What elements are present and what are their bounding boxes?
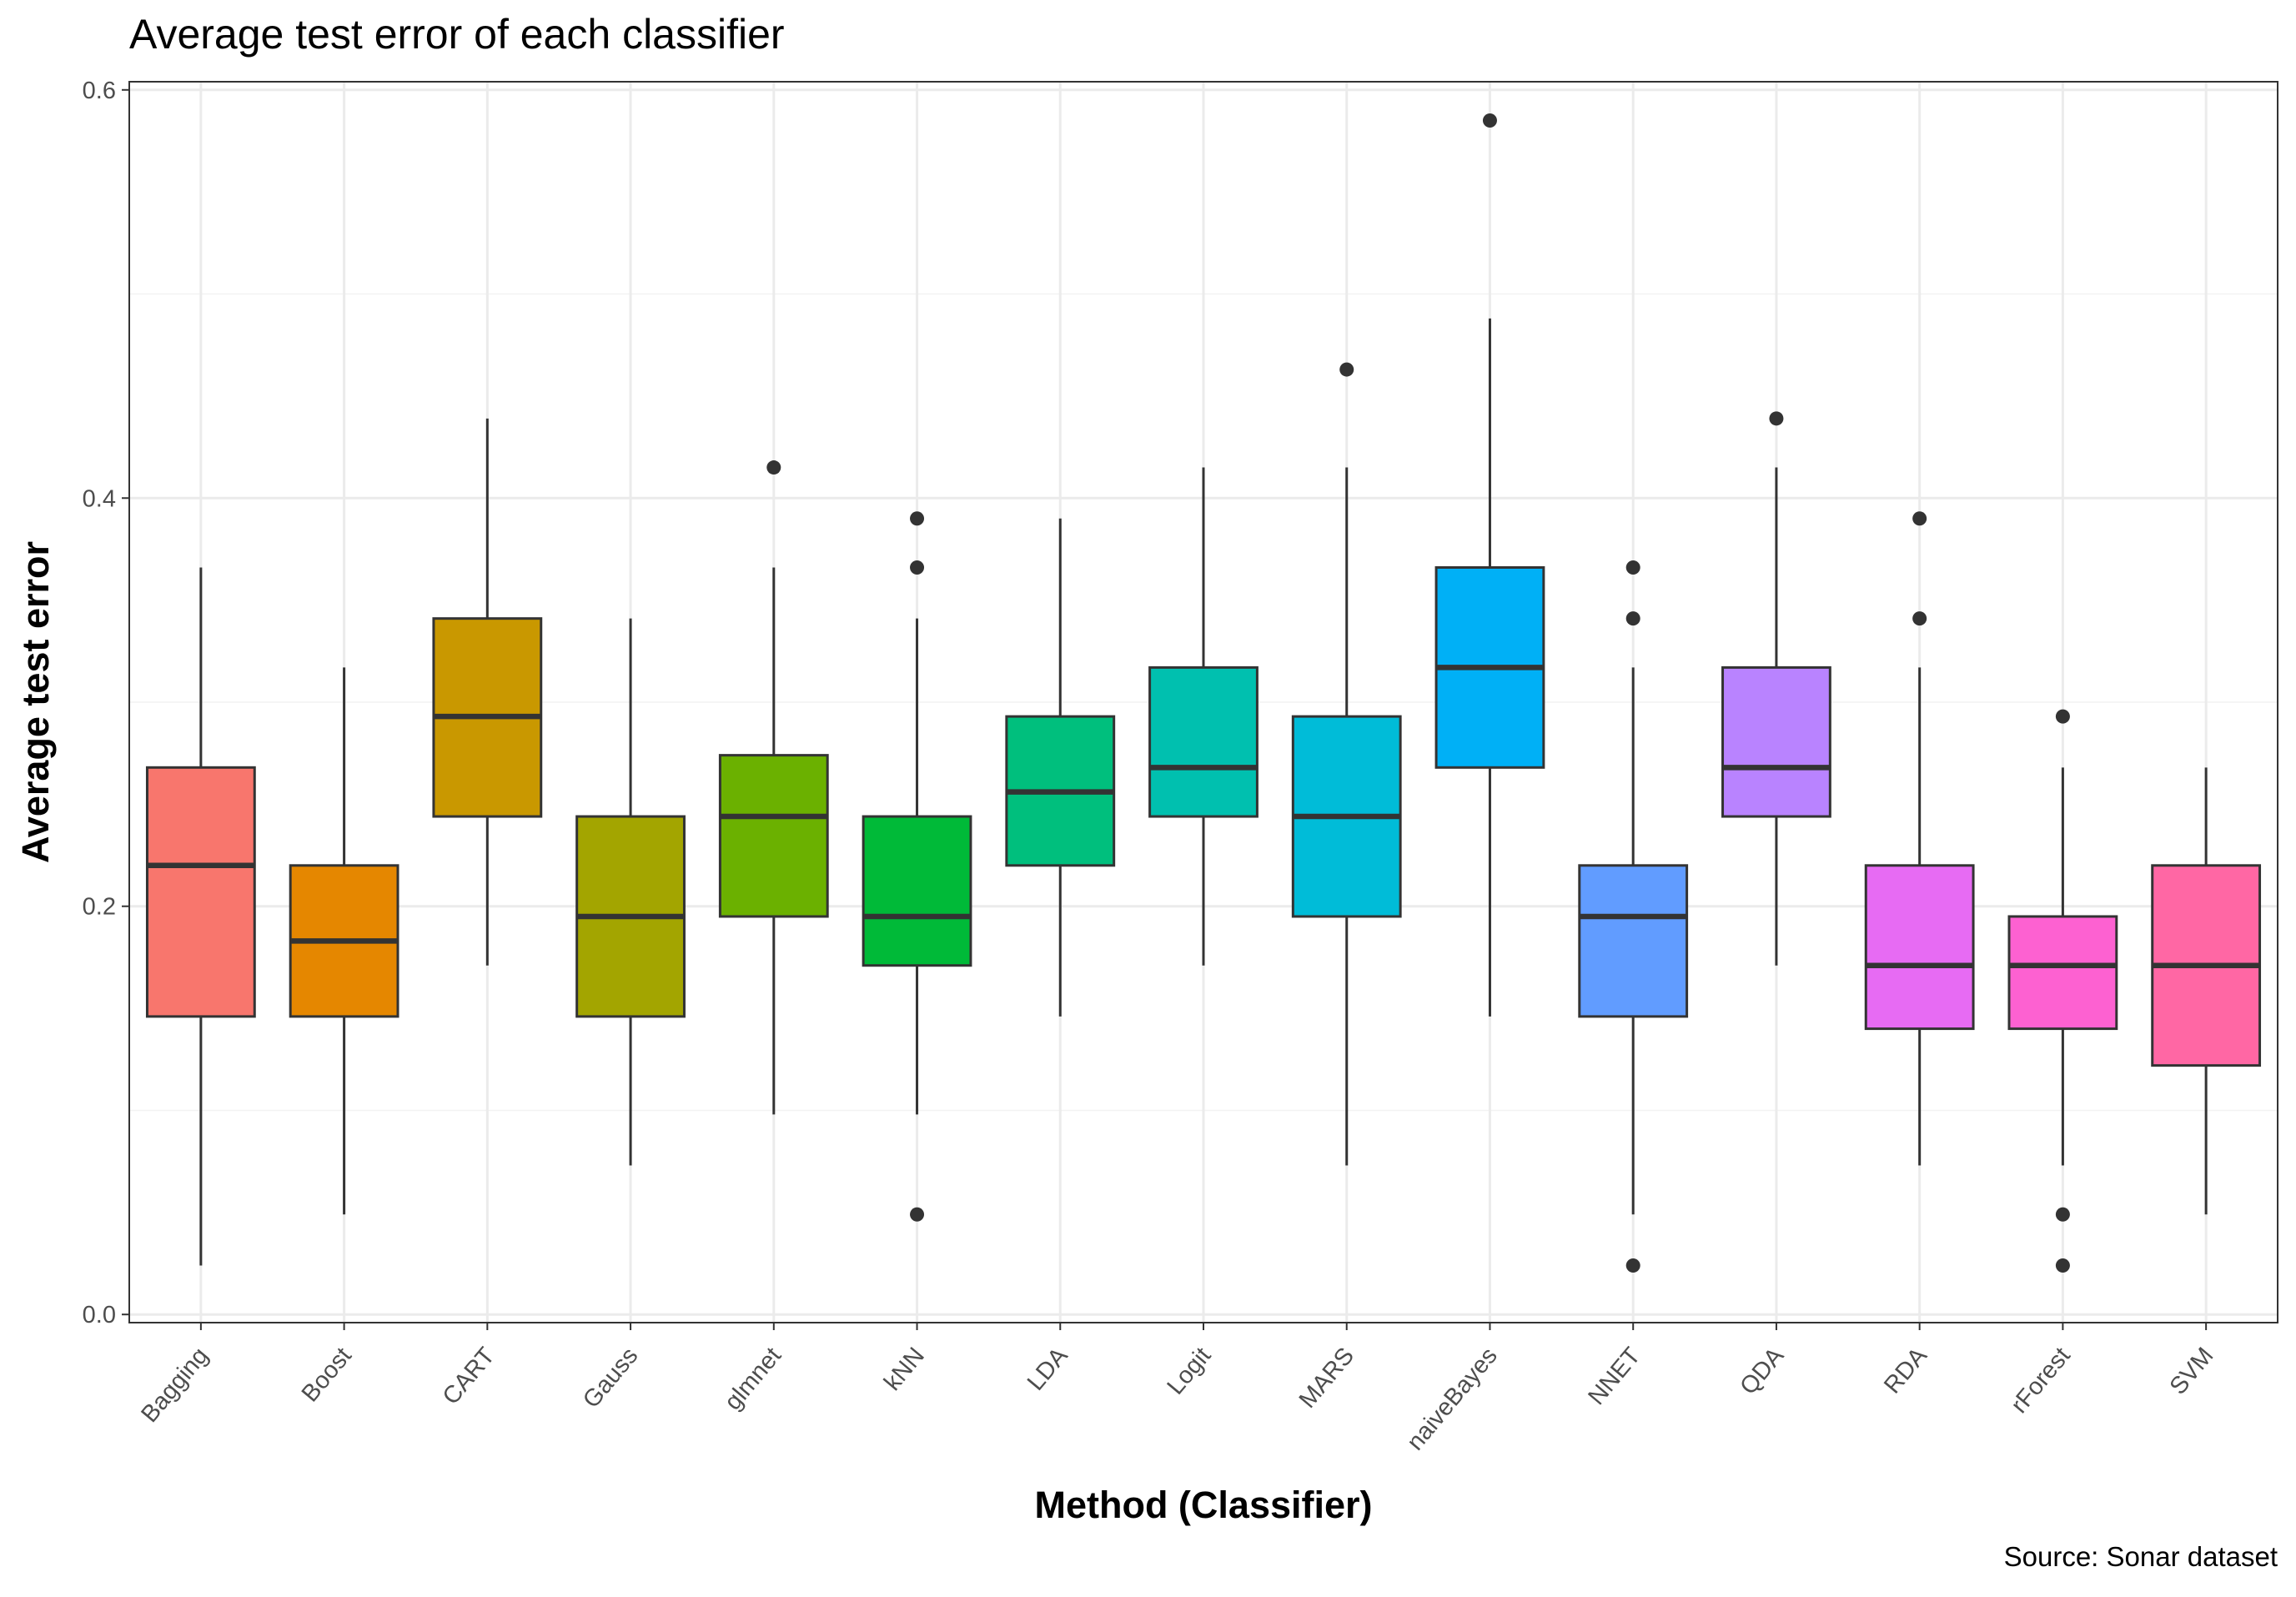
caption: Source: Sonar dataset [2004,1541,2278,1572]
outlier-point [910,511,925,526]
box-MARS [1291,362,1402,1166]
box-SVM [2151,767,2262,1215]
box-body [1148,665,1259,818]
box-Boost [289,667,399,1215]
box-LDA [1005,518,1116,1017]
outlier-point [1912,611,1927,626]
outlier-point [1625,611,1640,626]
box-NNET [1578,560,1689,1273]
box-kNN [862,511,972,1222]
y-axis: 0.0 0.2 0.4 0.6 [83,78,129,1328]
y-tick-label: 0.6 [83,78,116,104]
outlier-point [2055,1258,2070,1273]
outlier-point [1625,1258,1640,1273]
x-tick-label: SVM [2165,1343,2219,1400]
outlier-point [910,560,925,575]
outlier-point [1912,511,1927,526]
outlier-point [766,460,781,475]
box-Bagging [145,567,256,1266]
outlier-point [2055,1207,2070,1222]
y-tick-label: 0.4 [83,485,116,512]
x-tick-label: rForest [2006,1343,2076,1419]
box-glmnet [718,460,829,1115]
box-QDA [1721,411,1831,966]
box-naiveBayes [1434,113,1545,1017]
x-tick-label: Gauss [578,1343,643,1414]
x-tick-label: Bagging [136,1343,214,1428]
x-tick-label: glmnet [720,1343,786,1415]
box-body [145,766,256,1018]
x-tick-label: RDA [1879,1342,1932,1399]
x-tick-label: kNN [879,1343,930,1396]
box-body [1578,864,1689,1018]
box-Logit [1148,467,1259,966]
box-body [862,815,972,967]
box-rForest [2007,709,2118,1273]
boxes-layer [145,113,2262,1273]
box-RDA [1864,511,1975,1166]
outlier-point [1769,411,1784,426]
box-body [2007,915,2118,1031]
x-tick-label: Logit [1162,1343,1216,1400]
box-body [1864,864,1975,1031]
outlier-point [2055,709,2070,724]
y-axis-label: Average test error [14,541,57,863]
x-tick-label: naiveBayes [1402,1343,1503,1455]
x-tick-label: Boost [297,1343,357,1407]
outlier-point [1339,362,1354,377]
box-body [1721,665,1831,818]
box-Gauss [575,618,686,1166]
outlier-point [910,1207,925,1222]
y-tick-label: 0.2 [83,894,116,921]
x-tick-label: CART [438,1343,500,1410]
chart-title: Average test error of each classifier [129,11,785,58]
outlier-point [1482,113,1497,128]
x-tick-label: QDA [1735,1342,1789,1399]
x-tick-label: MARS [1294,1343,1359,1414]
outlier-point [1625,560,1640,575]
box-CART [432,418,543,966]
x-tick-label: NNET [1583,1343,1645,1410]
box-body [718,754,829,918]
y-tick-label: 0.0 [83,1302,116,1328]
x-axis-label: Method (Classifier) [1034,1484,1372,1526]
x-axis: Bagging Boost CART Gauss glmnet kNN LDA Logit MA… [136,1323,2218,1455]
x-tick-label: LDA [1022,1342,1073,1395]
